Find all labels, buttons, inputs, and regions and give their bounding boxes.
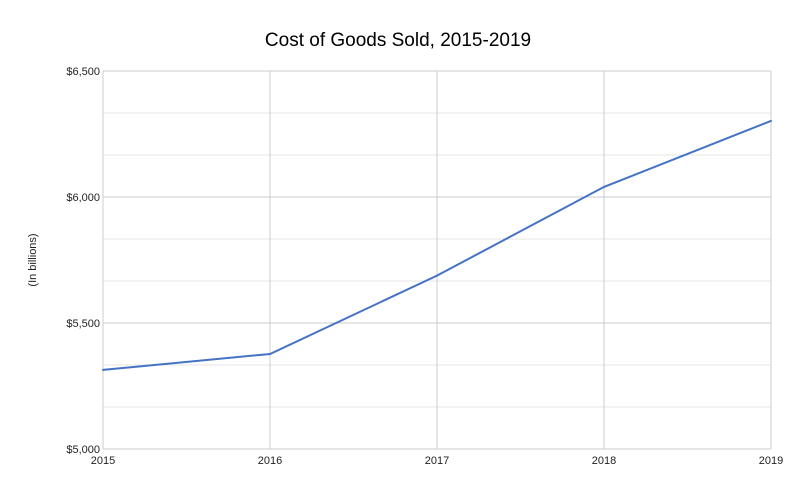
data-point bbox=[603, 185, 605, 188]
y-tick-label: $5,000 bbox=[66, 444, 100, 456]
y-tick-label: $6,500 bbox=[66, 66, 100, 78]
x-tick-label: 2019 bbox=[759, 455, 783, 467]
data-point bbox=[770, 119, 772, 122]
y-axis-label: (In billions) bbox=[27, 233, 39, 286]
y-tick-label: $6,000 bbox=[66, 192, 100, 204]
x-tick-label: 2017 bbox=[425, 455, 449, 467]
x-tick-label: 2016 bbox=[258, 455, 282, 467]
data-point bbox=[436, 274, 438, 277]
y-tick-label: $5,500 bbox=[66, 318, 100, 330]
x-tick-label: 2018 bbox=[592, 455, 616, 467]
chart-title: Cost of Goods Sold, 2015-2019 bbox=[265, 30, 531, 51]
data-point bbox=[269, 352, 271, 355]
data-point bbox=[102, 368, 104, 371]
x-tick-label: 2015 bbox=[91, 455, 115, 467]
